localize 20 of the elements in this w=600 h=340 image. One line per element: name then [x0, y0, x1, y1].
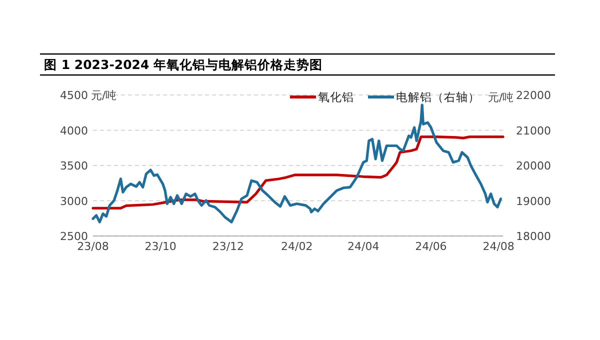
xtick: 24/02 [281, 240, 313, 253]
ytick: 2500 [60, 230, 88, 243]
title: 图 1 2023-2024 年氧化铝与电解铝价格走势图 [44, 57, 323, 72]
y2tick: 21000 [516, 124, 551, 138]
ytick: 3500 [60, 160, 88, 172]
xtick: 24/08 [482, 240, 514, 253]
ylabel: 元/吨 [91, 89, 117, 102]
ytick: 3000 [60, 194, 88, 208]
xtick: 23/12 [212, 240, 244, 253]
y2tick: 18000 [516, 230, 551, 243]
xtick: 24/06 [415, 240, 447, 253]
xtick: 23/08 [77, 240, 109, 253]
xtick: 23/10 [144, 240, 176, 253]
ytick: 4500 [60, 89, 88, 102]
xtick: 24/04 [348, 240, 380, 253]
ytick: 4000 [60, 124, 88, 138]
y2tick: 22000 [516, 89, 551, 102]
y2tick: 20000 [516, 160, 551, 172]
y2tick: 19000 [516, 194, 551, 208]
y2label: 元/吨 [488, 91, 514, 104]
